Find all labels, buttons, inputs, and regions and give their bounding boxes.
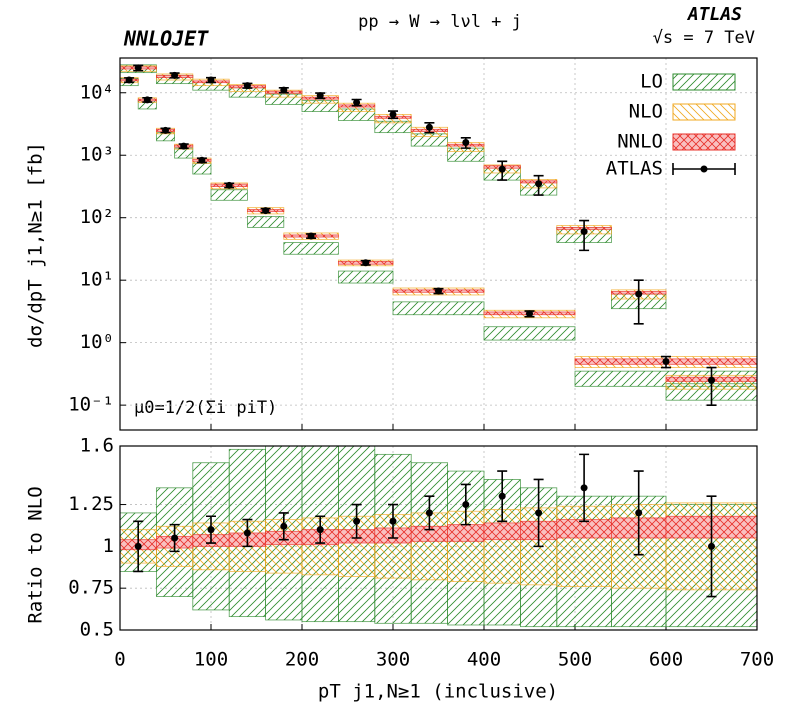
data-point bbox=[134, 64, 142, 72]
band bbox=[210, 189, 248, 201]
data-point bbox=[425, 123, 433, 131]
data-point bbox=[198, 156, 206, 164]
data-point bbox=[134, 542, 142, 550]
y-tick-label: 10⁻¹ bbox=[68, 394, 114, 416]
brand-label: NNLOJET bbox=[123, 27, 209, 51]
data-point bbox=[425, 509, 433, 517]
annotation: μ0=1/2(Σi piT) bbox=[134, 398, 277, 418]
experiment-label: ATLAS bbox=[687, 4, 742, 25]
data-point bbox=[535, 180, 543, 188]
legend-label: NNLO bbox=[617, 131, 663, 153]
x-tick-label: 400 bbox=[467, 649, 501, 671]
data-point bbox=[162, 126, 169, 134]
band bbox=[447, 524, 485, 542]
legend-label: NLO bbox=[629, 101, 663, 123]
data-point bbox=[316, 92, 324, 100]
y-tick-label: 10⁰ bbox=[80, 331, 114, 353]
data-point bbox=[225, 181, 233, 189]
legend-swatch bbox=[672, 133, 736, 151]
y-tick-label: 1.25 bbox=[68, 493, 114, 515]
band bbox=[337, 270, 394, 284]
plot-frame bbox=[119, 57, 758, 431]
data-point bbox=[180, 142, 188, 150]
x-tick-label: 700 bbox=[740, 649, 774, 671]
x-tick-label: 200 bbox=[285, 649, 319, 671]
band bbox=[246, 215, 285, 228]
data-point bbox=[708, 542, 715, 550]
x-tick-label: 500 bbox=[558, 649, 592, 671]
plot-frame bbox=[119, 445, 758, 631]
band bbox=[174, 147, 194, 159]
data-point bbox=[498, 165, 506, 173]
legend-swatch bbox=[700, 165, 708, 173]
data-point bbox=[353, 98, 361, 106]
y-tick-label: 0.75 bbox=[68, 577, 114, 599]
data-point bbox=[125, 76, 133, 84]
legend-label: LO bbox=[640, 71, 663, 93]
data-point bbox=[207, 76, 215, 84]
data-point bbox=[243, 529, 251, 537]
x-tick-label: 100 bbox=[194, 649, 228, 671]
y-tick-label: 10³ bbox=[80, 144, 114, 166]
error-bar bbox=[706, 366, 717, 406]
data-point bbox=[207, 526, 215, 534]
band bbox=[483, 326, 576, 341]
legend-label: ATLAS bbox=[606, 158, 663, 180]
y-axis-label: Ratio to NLO bbox=[25, 486, 47, 623]
plot-area bbox=[120, 64, 757, 406]
error-bar bbox=[633, 279, 644, 325]
data-point bbox=[462, 501, 470, 509]
x-tick-label: 600 bbox=[649, 649, 683, 671]
data-point bbox=[708, 376, 715, 384]
x-tick-label: 0 bbox=[114, 649, 125, 671]
chart-title: pp → W → lνl + j bbox=[358, 12, 522, 32]
data-point bbox=[243, 82, 251, 90]
data-point bbox=[143, 96, 151, 104]
data-point bbox=[262, 207, 270, 215]
data-point bbox=[316, 526, 324, 534]
y-tick-label: 10⁴ bbox=[80, 81, 114, 103]
plot-area bbox=[120, 446, 757, 628]
energy-label: √s = 7 TeV bbox=[653, 28, 755, 48]
band bbox=[283, 242, 339, 255]
y-tick-label: 1 bbox=[103, 535, 114, 557]
data-point bbox=[635, 290, 643, 298]
y-tick-label: 10¹ bbox=[80, 269, 114, 291]
data-point bbox=[535, 509, 543, 517]
y-tick-label: 0.5 bbox=[80, 619, 114, 641]
y-tick-label: 1.6 bbox=[80, 435, 114, 457]
data-point bbox=[462, 138, 470, 146]
band bbox=[192, 162, 212, 175]
data-point bbox=[498, 492, 506, 500]
band bbox=[483, 522, 521, 541]
x-axis-label: pT j1,N≥1 (inclusive) bbox=[318, 681, 558, 703]
data-point bbox=[171, 534, 179, 542]
y-tick-label: 10² bbox=[80, 206, 114, 228]
band bbox=[556, 519, 612, 539]
data-point bbox=[389, 110, 397, 118]
data-point bbox=[635, 509, 643, 517]
data-point bbox=[307, 232, 315, 240]
legend-swatch bbox=[672, 103, 736, 121]
y-axis-label: dσ/dpT j1,N≥1 [fb] bbox=[25, 142, 47, 348]
data-point bbox=[580, 484, 588, 492]
data-point bbox=[280, 522, 288, 530]
x-tick-label: 300 bbox=[376, 649, 410, 671]
data-point bbox=[526, 310, 533, 318]
data-point bbox=[353, 517, 361, 525]
error-bar bbox=[579, 219, 590, 252]
data-point bbox=[280, 86, 288, 94]
data-point bbox=[171, 71, 179, 79]
data-point bbox=[580, 228, 588, 236]
legend-swatch bbox=[672, 73, 736, 91]
data-point bbox=[389, 517, 397, 525]
data-point bbox=[662, 357, 670, 365]
data-point bbox=[362, 259, 370, 267]
data-point bbox=[435, 287, 442, 295]
band bbox=[392, 301, 485, 316]
